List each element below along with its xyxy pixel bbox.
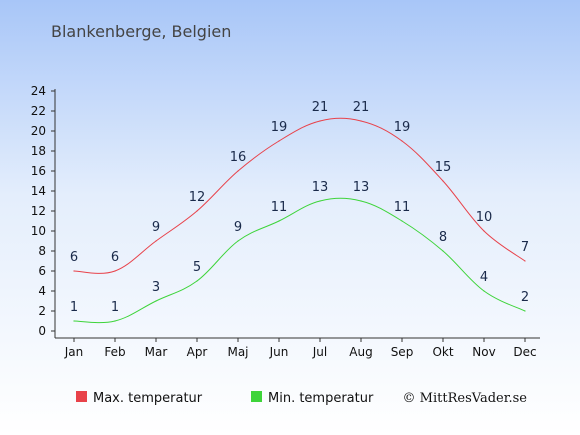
min-temp-point <box>442 250 444 252</box>
x-tick-label: Dec <box>513 345 536 359</box>
min-temp-point <box>483 290 485 292</box>
min-temp-data-label: 1 <box>111 300 119 315</box>
min-temp-data-label: 2 <box>521 290 529 305</box>
min-temp-data-label: 8 <box>439 230 447 245</box>
y-tick-label: 22 <box>31 104 46 118</box>
min-temp-point <box>114 320 116 322</box>
min-temp-point <box>237 240 239 242</box>
min-temp-point <box>360 200 362 202</box>
x-tick-label: Aug <box>349 345 372 359</box>
y-tick-label: 20 <box>31 124 46 138</box>
chart-title: Blankenberge, Belgien <box>51 22 231 41</box>
y-tick-label: 4 <box>38 284 46 298</box>
x-tick-label: Apr <box>187 345 208 359</box>
max-temp-data-label: 21 <box>312 100 329 115</box>
y-tick-label: 2 <box>38 304 46 318</box>
min-temp-data-label: 11 <box>271 200 288 215</box>
min-temp-data-label: 5 <box>193 260 201 275</box>
max-temp-data-label: 7 <box>521 240 529 255</box>
max-temp-point <box>237 170 239 172</box>
min-temp-data-label: 13 <box>312 180 329 195</box>
x-tick-label: Sep <box>391 345 414 359</box>
legend-min-label: Min. temperatur <box>268 391 374 406</box>
min-temp-point <box>319 200 321 202</box>
min-temp-point <box>278 220 280 222</box>
max-temp-data-label: 9 <box>152 220 160 235</box>
max-temp-data-label: 16 <box>230 150 247 165</box>
min-temp-point <box>196 280 198 282</box>
x-tick-label: Okt <box>432 345 453 359</box>
max-temp-line <box>73 117 526 274</box>
max-temp-point <box>196 210 198 212</box>
min-temp-data-label: 11 <box>394 200 411 215</box>
x-tick-label: Maj <box>227 345 248 359</box>
x-tick-label: Nov <box>472 345 495 359</box>
legend: Max. temperatur Min. temperatur <box>76 391 374 406</box>
max-temp-data-label: 6 <box>111 250 119 265</box>
y-tick-label: 6 <box>38 264 46 278</box>
max-temp-point <box>401 140 403 142</box>
legend-max-label: Max. temperatur <box>93 391 203 406</box>
y-tick-label: 16 <box>31 164 46 178</box>
max-temp-point <box>319 120 321 122</box>
max-temp-point <box>442 180 444 182</box>
y-tick-label: 18 <box>31 144 46 158</box>
x-tick-label: Feb <box>104 345 125 359</box>
min-temp-data-label: 1 <box>70 300 78 315</box>
min-temp-line <box>73 197 526 324</box>
x-tick-label: Jan <box>64 345 84 359</box>
max-temp-data-label: 21 <box>353 100 370 115</box>
min-temp-point <box>401 220 403 222</box>
max-temp-point <box>73 270 75 272</box>
max-temp-data-label: 6 <box>70 250 78 265</box>
min-temp-point <box>524 310 526 312</box>
y-tick-label: 8 <box>38 244 46 258</box>
x-tick-label: Jun <box>269 345 289 359</box>
y-tick-label: 12 <box>31 204 46 218</box>
y-tick-label: 14 <box>31 184 46 198</box>
min-temp-data-label: 3 <box>152 280 160 295</box>
max-temp-data-label: 19 <box>394 120 411 135</box>
max-temp-point <box>278 140 280 142</box>
max-temp-data-label: 12 <box>189 190 206 205</box>
max-temp-point <box>155 240 157 242</box>
min-temp-data-label: 4 <box>480 270 488 285</box>
max-temp-data-label: 15 <box>435 160 452 175</box>
min-temp-point <box>73 320 75 322</box>
y-tick-label: 10 <box>31 224 46 238</box>
max-temp-data-label: 10 <box>476 210 493 225</box>
max-temp-point <box>483 230 485 232</box>
max-temp-point <box>360 120 362 122</box>
min-temp-data-label: 9 <box>234 220 242 235</box>
credit-text: © MittResVader.se <box>403 391 528 406</box>
legend-max-swatch <box>76 391 87 402</box>
max-temp-point <box>114 270 116 272</box>
min-temp-data-label: 13 <box>353 180 370 195</box>
min-temp-point <box>155 300 157 302</box>
y-tick-label: 0 <box>38 324 46 338</box>
legend-min-swatch <box>251 391 262 402</box>
x-tick-label: Mar <box>145 345 168 359</box>
x-tick-label: Jul <box>312 345 327 359</box>
max-temp-point <box>524 260 526 262</box>
max-temp-data-label: 19 <box>271 120 288 135</box>
y-tick-label: 24 <box>31 84 46 98</box>
